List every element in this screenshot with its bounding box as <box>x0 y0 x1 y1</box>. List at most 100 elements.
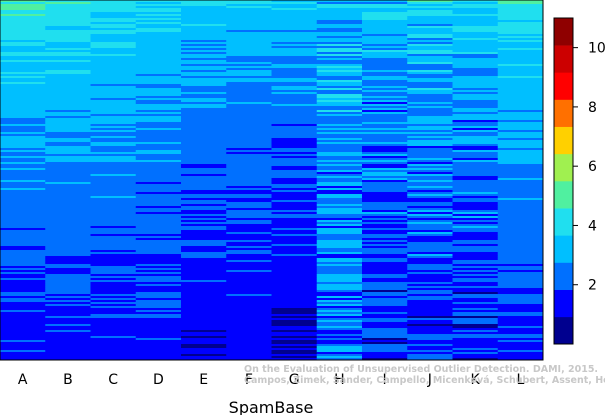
heatmap-cell <box>497 208 544 211</box>
heatmap-cell <box>0 316 46 319</box>
heatmap-cell <box>135 80 182 83</box>
heatmap-cell <box>316 248 363 251</box>
heatmap-cell <box>45 248 91 251</box>
heatmap-cell <box>135 346 182 349</box>
heatmap-cell <box>135 286 182 289</box>
heatmap-cell <box>271 322 318 325</box>
heatmap-cell <box>362 160 408 163</box>
heatmap-cell <box>90 156 137 159</box>
heatmap-cell <box>452 348 499 351</box>
heatmap-cell <box>45 330 91 333</box>
heatmap-cell <box>226 128 272 131</box>
heatmap-cell <box>497 342 544 345</box>
heatmap-cell <box>45 266 91 269</box>
heatmap-cell <box>497 322 544 325</box>
heatmap-cell <box>226 86 272 89</box>
heatmap-cell <box>407 188 453 191</box>
heatmap-cell <box>316 28 363 31</box>
heatmap-cell <box>90 48 137 51</box>
heatmap-cell <box>181 200 227 203</box>
heatmap-cell <box>226 88 272 91</box>
heatmap-cell <box>452 56 499 59</box>
heatmap-cell <box>226 84 272 87</box>
heatmap-cell <box>45 6 91 9</box>
colorbar-segment <box>554 316 573 345</box>
heatmap-cell <box>452 182 499 185</box>
heatmap-cell <box>497 204 544 207</box>
heatmap-cell <box>135 320 182 323</box>
heatmap-cell <box>226 76 272 79</box>
heatmap-cell <box>226 70 272 73</box>
heatmap-cell <box>407 248 453 251</box>
heatmap-cell <box>90 144 137 147</box>
heatmap-cell <box>271 76 318 79</box>
heatmap-cell <box>226 346 272 349</box>
heatmap-cell <box>316 98 363 101</box>
heatmap-cell <box>271 222 318 225</box>
heatmap-cell <box>90 96 137 99</box>
heatmap-cell <box>90 118 137 121</box>
heatmap-cell <box>497 224 544 227</box>
heatmap-cell <box>362 286 408 289</box>
heatmap-cell <box>0 234 46 237</box>
heatmap-cell <box>271 148 318 151</box>
heatmap-cell <box>407 286 453 289</box>
heatmap-cell <box>45 260 91 263</box>
heatmap-cell <box>452 290 499 293</box>
heatmap-cell <box>90 152 137 155</box>
heatmap-cell <box>90 268 137 271</box>
heatmap-cell <box>362 214 408 217</box>
heatmap-cell <box>452 108 499 111</box>
heatmap-cell <box>271 116 318 119</box>
heatmap-cell <box>362 50 408 53</box>
heatmap-cell <box>135 92 182 95</box>
heatmap-cell <box>407 214 453 217</box>
heatmap-cell <box>226 116 272 119</box>
heatmap-cell <box>452 282 499 285</box>
heatmap-cell <box>407 104 453 107</box>
heatmap-cell <box>90 60 137 63</box>
heatmap-cell <box>181 320 227 323</box>
heatmap-cell <box>452 326 499 329</box>
heatmap-cell <box>362 40 408 43</box>
heatmap-cell <box>271 182 318 185</box>
heatmap-cell <box>497 234 544 237</box>
heatmap-cell <box>0 340 46 343</box>
heatmap-cell <box>407 264 453 267</box>
heatmap-cell <box>362 352 408 355</box>
heatmap-cell <box>497 332 544 335</box>
heatmap-cell <box>497 160 544 163</box>
heatmap-cell <box>497 66 544 69</box>
heatmap-cell <box>316 224 363 227</box>
heatmap-cell <box>0 64 46 67</box>
heatmap-cell <box>45 222 91 225</box>
heatmap-cell <box>407 74 453 77</box>
heatmap-cell <box>271 334 318 337</box>
heatmap-cell <box>0 94 46 97</box>
heatmap-cell <box>452 130 499 133</box>
heatmap-cell <box>0 286 46 289</box>
heatmap-cell <box>271 48 318 51</box>
heatmap-cell <box>181 70 227 73</box>
heatmap-cell <box>90 72 137 75</box>
heatmap-cell <box>0 324 46 327</box>
heatmap-cell <box>135 264 182 267</box>
heatmap-cell <box>90 202 137 205</box>
heatmap-cell <box>135 192 182 195</box>
heatmap-cell <box>362 178 408 181</box>
heatmap-cell <box>90 28 137 31</box>
heatmap-cell <box>226 238 272 241</box>
heatmap-cell <box>316 314 363 317</box>
heatmap-cell <box>226 24 272 27</box>
heatmap-cell <box>316 170 363 173</box>
heatmap-cell <box>226 242 272 245</box>
heatmap-cell <box>181 296 227 299</box>
heatmap-cell <box>452 212 499 215</box>
heatmap-cell <box>90 246 137 249</box>
heatmap-cell <box>45 36 91 39</box>
heatmap-cell <box>407 84 453 87</box>
heatmap-cell <box>271 208 318 211</box>
heatmap-cell <box>0 298 46 301</box>
heatmap-cell <box>497 26 544 29</box>
